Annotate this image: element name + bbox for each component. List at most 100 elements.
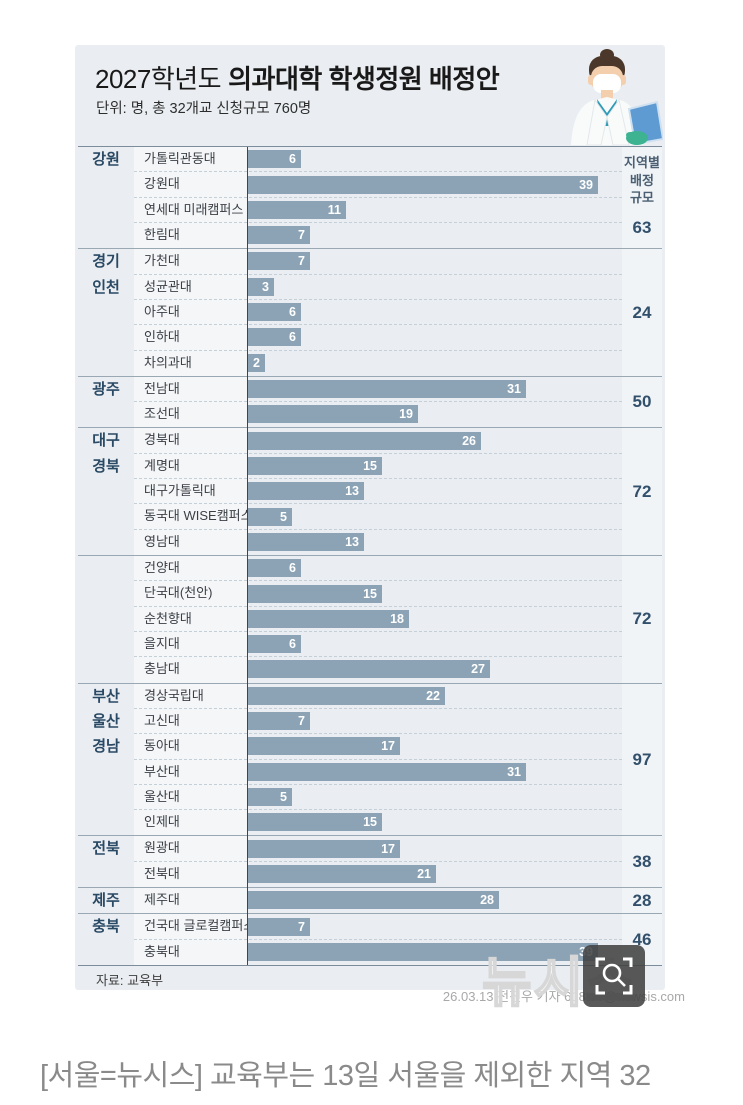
bar-value: 6: [289, 330, 296, 345]
bar-value: 7: [298, 919, 305, 934]
bar-value: 17: [381, 841, 395, 856]
quota-bar: 6: [247, 150, 301, 169]
regional-total: 38: [632, 851, 652, 871]
quota-bar: 7: [247, 917, 310, 936]
regional-total: 50: [632, 392, 652, 412]
region-cell: 대구 경북: [78, 428, 134, 555]
university-name: 대구가톨릭대: [144, 483, 216, 499]
bar-row: 가천대 7: [134, 249, 622, 275]
chart: 강원 가톨릭관동대 6 강원대 39 연세대 미래캠퍼스 11 한림대 7 지역별 배정 규모 63 경기…: [78, 146, 662, 966]
quota-bar: 26: [247, 431, 481, 450]
doctor-illustration-icon: [571, 49, 663, 145]
bar-row: 충북대 39: [134, 940, 622, 965]
source-note: 자료: 교육부: [96, 973, 164, 988]
quota-bar: 6: [247, 635, 301, 654]
region-section: 제주 제주대 28 28: [78, 887, 662, 913]
infographic-header: 2027학년도 의과대학 학생정원 배정안 단위: 명, 총 32개교 신청규모 …: [75, 45, 665, 146]
magnifier-icon: [595, 957, 633, 995]
region-cell: [78, 556, 134, 683]
title-year: 2027학년도: [95, 64, 222, 94]
university-name: 충남대: [144, 661, 180, 677]
bar-row: 울산대 5: [134, 785, 622, 811]
regional-total-cell: 24: [622, 249, 662, 376]
quota-bar: 15: [247, 584, 382, 603]
regional-total: 28: [632, 890, 652, 910]
regional-total: 63: [632, 217, 652, 237]
region-section: 강원 가톨릭관동대 6 강원대 39 연세대 미래캠퍼스 11 한림대 7 지역별 배정 규모 63: [78, 147, 662, 248]
region-cell: 전북: [78, 836, 134, 887]
bar-value: 15: [363, 458, 377, 473]
bar-row: 전남대 31: [134, 377, 622, 403]
bar-value: 6: [289, 152, 296, 167]
quota-bar: 11: [247, 200, 346, 219]
bar-value: 7: [298, 228, 305, 243]
chart-subtitle: 단위: 명, 총 32개교 신청규모 760명: [96, 101, 312, 117]
bar-row: 을지대 6: [134, 632, 622, 658]
bar-row: 단국대(천안) 15: [134, 581, 622, 607]
quota-bar: 39: [247, 942, 598, 961]
regional-total-cell: 72: [622, 428, 662, 555]
quota-bar: 13: [247, 532, 364, 551]
region-section: 충북 건국대 글로컬캠퍼스 7 충북대 39 46: [78, 913, 662, 965]
university-name: 성균관대: [144, 278, 192, 294]
quota-bar: 27: [247, 660, 490, 679]
region-cell: 강원: [78, 147, 134, 248]
university-name: 단국대(천안): [144, 585, 213, 601]
zoom-button[interactable]: [583, 945, 645, 1007]
university-name: 아주대: [144, 303, 180, 319]
regional-total-band: [622, 147, 662, 965]
bar-value: 22: [426, 688, 440, 703]
regional-total-cell: 28: [622, 888, 662, 913]
university-name: 인하대: [144, 329, 180, 345]
page-title: 2027학년도 의과대학 학생정원 배정안: [95, 59, 500, 96]
bar-row: 충남대 27: [134, 657, 622, 682]
university-name: 제주대: [144, 892, 180, 908]
university-name: 부산대: [144, 763, 180, 779]
quota-bar: 5: [247, 507, 292, 526]
bar-value: 21: [417, 866, 431, 881]
university-name: 순천향대: [144, 610, 192, 626]
university-name: 건양대: [144, 560, 180, 575]
region-cell: 경기 인천: [78, 249, 134, 376]
bar-value: 7: [298, 254, 305, 269]
region-label: 대구: [92, 432, 120, 450]
article-caption: [서울=뉴시스] 교육부는 13일 서울을 제외한 지역 32: [40, 1060, 651, 1092]
university-column-band: [134, 147, 247, 965]
bar-row: 성균관대 3: [134, 275, 622, 300]
bar-row: 아주대 6: [134, 300, 622, 326]
regional-total-cell: 46: [622, 914, 662, 965]
bar-value: 6: [289, 305, 296, 320]
region-section: 건양대 6 단국대(천안) 15 순천향대 18 을지대 6 충남대 27 72: [78, 555, 662, 683]
quota-bar: 2: [247, 353, 265, 372]
bar-row: 경상국립대 22: [134, 684, 622, 709]
bar-value: 31: [507, 382, 521, 396]
university-name: 계명대: [144, 457, 180, 473]
bar-value: 19: [399, 407, 413, 422]
bar-value: 31: [507, 764, 521, 779]
region-section: 광주 전남대 31 조선대 19 50: [78, 375, 662, 428]
bar-row: 건양대 6: [134, 556, 622, 582]
region-label: 부산: [92, 687, 120, 705]
region-label: 경기: [92, 253, 120, 271]
region-cell: 광주: [78, 377, 134, 428]
bar-value: 15: [363, 815, 377, 830]
bar-value: 15: [363, 586, 377, 601]
region-cell: 충북: [78, 914, 134, 965]
regional-total-cell: 38: [622, 836, 662, 887]
university-name: 연세대 미래캠퍼스: [144, 201, 244, 217]
bar-row: 건국대 글로컬캠퍼스 7: [134, 914, 622, 940]
bar-row: 원광대 17: [134, 836, 622, 862]
bar-row: 경북대 26: [134, 428, 622, 454]
region-label: 전북: [92, 840, 120, 858]
university-name: 한림대: [144, 226, 180, 242]
region-label: 울산: [92, 712, 120, 730]
university-name: 을지대: [144, 635, 180, 651]
university-name: 강원대: [144, 176, 180, 192]
bar-value: 39: [579, 177, 593, 192]
quota-bar: 6: [247, 328, 301, 347]
university-name: 충북대: [144, 943, 180, 959]
bar-value: 3: [262, 279, 269, 294]
university-name: 고신대: [144, 712, 180, 728]
axis-baseline: [247, 147, 248, 965]
region-cell: 부산 울산 경남: [78, 684, 134, 836]
